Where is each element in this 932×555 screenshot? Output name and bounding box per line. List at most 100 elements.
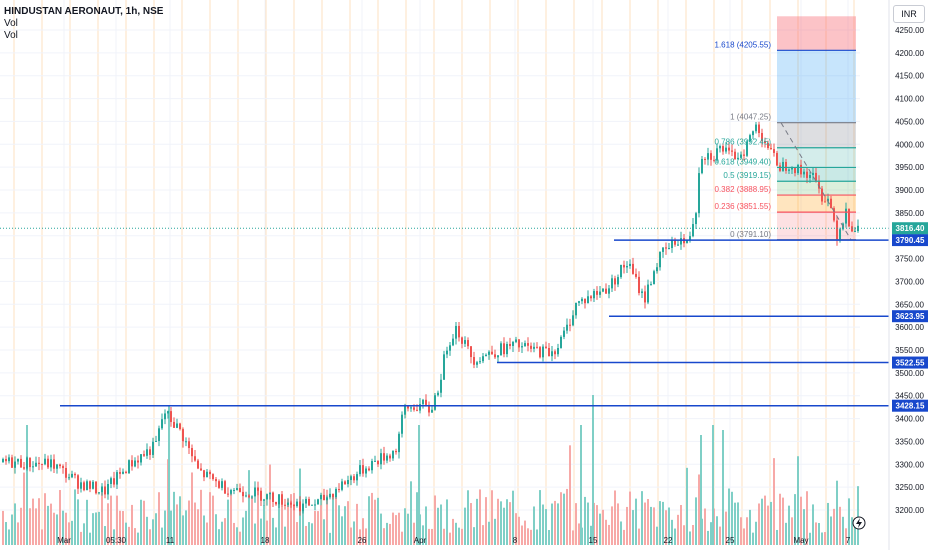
volume-bar [809,532,811,545]
volume-bar [704,508,706,545]
candle [176,423,178,428]
volume-bar [41,529,43,545]
volume-bar [731,491,733,545]
candle [266,494,268,500]
candle [101,486,103,493]
y-tick-label: 4100.00 [895,95,924,104]
volume-bar [470,503,472,545]
x-tick-label: 22 [664,536,673,545]
volume-bar [206,522,208,545]
candle [656,267,658,272]
volume-bar [173,491,175,545]
candle [587,296,589,304]
candle [428,404,430,413]
volume-bar [101,492,103,545]
candle [824,201,826,203]
fib-label: 0.382 (3888.95) [715,185,772,194]
candle [503,343,505,355]
volume-bar [68,522,70,545]
candle [749,135,751,142]
fib-zone [777,16,856,51]
volume-bar [320,505,322,545]
volume-bar [431,528,433,545]
y-tick-label: 3850.00 [895,209,924,218]
volume-bar [632,510,634,545]
candle [497,355,499,358]
candle [533,346,535,349]
candle [530,345,532,349]
volume-bar [677,514,679,545]
volume-label: Vol [4,18,18,29]
candle [218,481,220,488]
candle [260,490,262,501]
volume-bar [728,488,730,545]
volume-bar [323,519,325,545]
candle [713,159,715,161]
candle [632,263,634,274]
volume-bar [17,522,19,545]
volume-bar [272,517,274,545]
candle [407,405,409,409]
candle [329,493,331,498]
volume-bar [290,494,292,545]
volume-bar [164,510,166,545]
candle [284,504,286,506]
volume-bar [104,526,106,545]
volume-bar [176,504,178,545]
price-scale [889,0,932,550]
volume-bar [707,530,709,545]
candle [773,149,775,153]
volume-bar [131,504,133,545]
volume-bar [446,499,448,545]
fib-zone [777,122,856,148]
candle [584,298,586,304]
candle [575,302,577,316]
candle [554,351,556,355]
volume-bar [389,523,391,545]
volume-bar [38,498,40,545]
candle [173,421,175,428]
volume-bar [374,499,376,545]
candle [635,273,637,277]
candle [536,346,538,348]
volume-bar [239,531,241,545]
level-badge [892,399,928,412]
volume-bar [554,500,556,545]
currency-badge[interactable]: INR [893,5,925,23]
volume-bar [122,511,124,545]
volume-spike [580,425,582,545]
candle [134,460,136,467]
candle [815,172,817,181]
volume-bar [188,500,190,545]
volume-bar [242,517,244,545]
volume-bar [821,532,823,545]
volume-bar [116,495,118,545]
volume-bar [362,518,364,545]
candle [305,498,307,504]
candle [251,496,253,498]
volume-bar [5,522,7,545]
volume-bar [749,509,751,545]
volume-bar [503,507,505,545]
candle [281,494,283,505]
candle [143,454,145,456]
candle [776,152,778,166]
fib-label: 0 (3791.10) [730,230,771,239]
volume-label-2: Vol [4,30,18,41]
candle [50,459,52,468]
candle [203,470,205,478]
candle [845,208,847,224]
volume-bar [833,508,835,545]
candle [482,356,484,362]
volume-bar [488,521,490,545]
volume-bar [356,503,358,545]
volume-bar [422,525,424,545]
candle [677,244,679,246]
candle [365,468,367,474]
candle [344,481,346,485]
volume-bar [263,505,265,545]
candle [53,459,55,469]
volume-bar [332,494,334,545]
